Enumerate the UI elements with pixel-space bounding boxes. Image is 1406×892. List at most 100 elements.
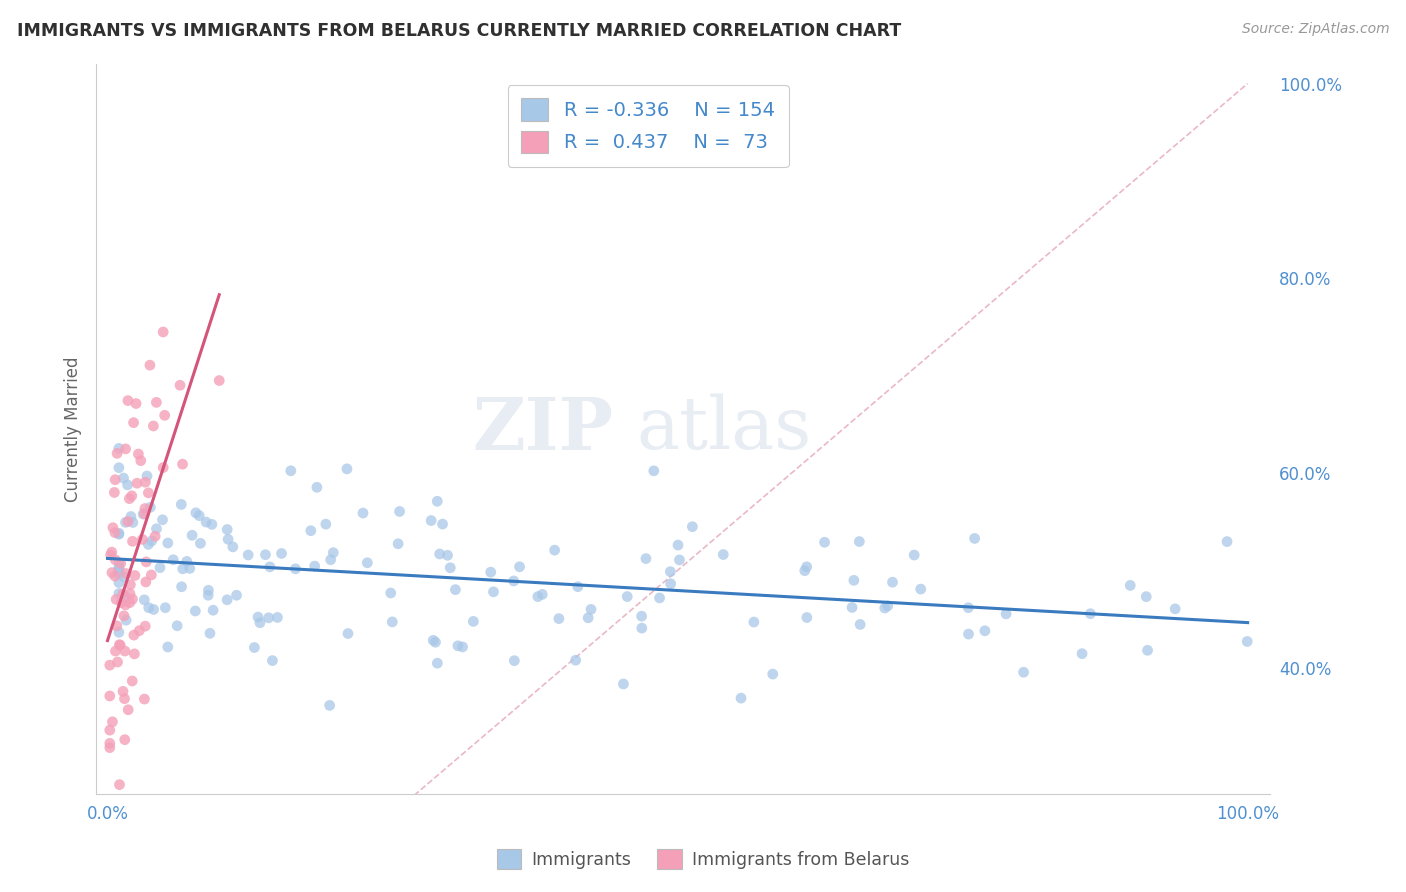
- Point: [796, 610, 818, 624]
- Point: [152, 513, 174, 527]
- Point: [387, 537, 409, 551]
- Point: [426, 656, 449, 670]
- Point: [995, 607, 1018, 621]
- Point: [876, 599, 898, 613]
- Point: [184, 506, 207, 520]
- Point: [259, 560, 281, 574]
- Point: [108, 563, 131, 577]
- Point: [910, 582, 932, 596]
- Point: [432, 517, 454, 532]
- Point: [579, 602, 602, 616]
- Point: [612, 677, 634, 691]
- Point: [616, 590, 638, 604]
- Point: [114, 566, 136, 581]
- Point: [110, 557, 132, 571]
- Point: [1216, 534, 1239, 549]
- Point: [793, 564, 815, 578]
- Point: [1136, 643, 1159, 657]
- Point: [567, 580, 589, 594]
- Point: [114, 442, 136, 456]
- Point: [108, 460, 131, 475]
- Point: [108, 565, 131, 579]
- Point: [238, 548, 260, 562]
- Point: [104, 644, 127, 658]
- Point: [101, 566, 124, 580]
- Point: [848, 534, 870, 549]
- Point: [141, 533, 163, 548]
- Point: [463, 615, 485, 629]
- Point: [439, 560, 461, 574]
- Point: [108, 638, 131, 652]
- Point: [101, 714, 124, 729]
- Point: [114, 691, 136, 706]
- Point: [422, 633, 444, 648]
- Point: [436, 549, 458, 563]
- Point: [1080, 607, 1102, 621]
- Point: [134, 507, 156, 521]
- Point: [247, 610, 270, 624]
- Point: [1119, 578, 1142, 592]
- Point: [336, 462, 359, 476]
- Point: [479, 565, 502, 579]
- Point: [188, 508, 211, 523]
- Point: [114, 732, 136, 747]
- Point: [162, 553, 184, 567]
- Point: [112, 608, 135, 623]
- Point: [630, 621, 652, 635]
- Point: [262, 654, 284, 668]
- Point: [100, 545, 122, 559]
- Point: [108, 778, 131, 792]
- Point: [659, 565, 682, 579]
- Point: [145, 395, 167, 409]
- Point: [217, 592, 239, 607]
- Point: [648, 591, 671, 605]
- Point: [315, 517, 337, 532]
- Point: [105, 592, 128, 607]
- Point: [681, 519, 703, 533]
- Point: [198, 626, 221, 640]
- Point: [796, 559, 818, 574]
- Text: ZIP: ZIP: [472, 393, 613, 465]
- Point: [176, 554, 198, 568]
- Point: [356, 556, 378, 570]
- Point: [128, 624, 150, 638]
- Point: [138, 486, 160, 500]
- Point: [243, 640, 266, 655]
- Point: [141, 568, 163, 582]
- Point: [155, 600, 177, 615]
- Point: [145, 522, 167, 536]
- Point: [668, 553, 690, 567]
- Point: [711, 548, 734, 562]
- Point: [134, 619, 156, 633]
- Point: [153, 409, 176, 423]
- Point: [104, 553, 127, 567]
- Point: [630, 609, 652, 624]
- Point: [125, 396, 148, 410]
- Point: [1164, 602, 1187, 616]
- Point: [1071, 647, 1094, 661]
- Point: [115, 613, 138, 627]
- Point: [197, 583, 219, 598]
- Point: [564, 653, 586, 667]
- Point: [108, 586, 131, 600]
- Point: [134, 475, 156, 490]
- Point: [121, 489, 143, 503]
- Point: [1236, 634, 1258, 648]
- Text: IMMIGRANTS VS IMMIGRANTS FROM BELARUS CURRENTLY MARRIED CORRELATION CHART: IMMIGRANTS VS IMMIGRANTS FROM BELARUS CU…: [17, 22, 901, 40]
- Point: [101, 521, 124, 535]
- Point: [117, 478, 139, 492]
- Point: [222, 540, 245, 554]
- Point: [172, 562, 194, 576]
- Point: [121, 673, 143, 688]
- Point: [882, 575, 904, 590]
- Point: [122, 628, 145, 642]
- Point: [299, 524, 322, 538]
- Point: [963, 532, 986, 546]
- Point: [118, 596, 141, 610]
- Point: [957, 600, 980, 615]
- Point: [108, 527, 131, 541]
- Point: [873, 601, 896, 615]
- Point: [266, 610, 288, 624]
- Point: [114, 598, 136, 612]
- Point: [152, 460, 174, 475]
